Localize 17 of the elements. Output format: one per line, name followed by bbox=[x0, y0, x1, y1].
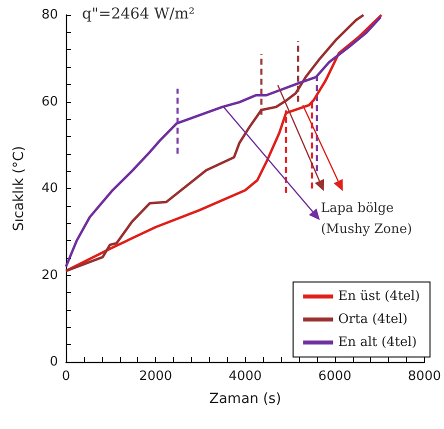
legend-label: En alt (4tel) bbox=[338, 335, 417, 350]
y-tick-label: 60 bbox=[41, 94, 58, 110]
x-tick-label: 2000 bbox=[139, 369, 172, 384]
x-tick-label: 6000 bbox=[318, 369, 352, 384]
x-tick-label: 4000 bbox=[228, 369, 262, 384]
y-tick-label: 40 bbox=[41, 181, 58, 196]
x-axis-title: Zaman (s) bbox=[209, 391, 282, 407]
legend-label: Orta (4tel) bbox=[338, 312, 408, 327]
y-tick-label: 0 bbox=[50, 354, 58, 370]
x-tick-label: 0 bbox=[62, 369, 70, 384]
legend-label: En üst (4tel) bbox=[338, 289, 420, 304]
y-axis-title: Sıcaklık (°C) bbox=[11, 146, 27, 232]
annotation: q"=2464 W/m² bbox=[82, 4, 195, 22]
x-tick-label: 8000 bbox=[408, 369, 442, 384]
y-tick-label: 80 bbox=[41, 8, 58, 22]
y-tick-label: 20 bbox=[41, 268, 58, 283]
annotation: Lapa bölge (Mushy Zone) bbox=[320, 201, 412, 238]
